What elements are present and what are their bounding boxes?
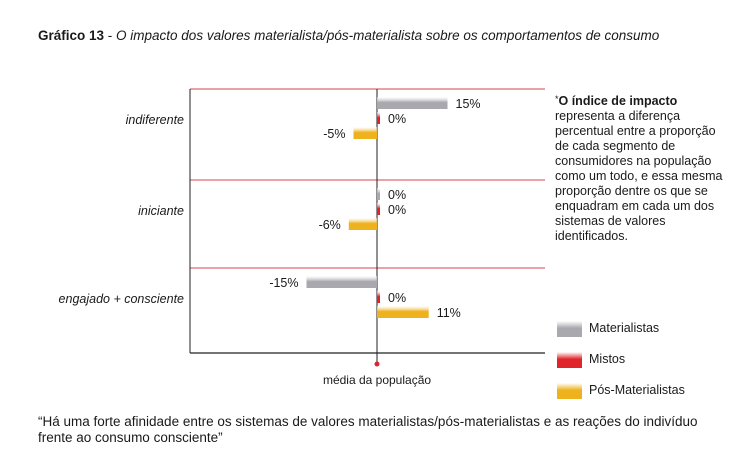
legend-label: Pós-Materialistas [589,383,685,397]
data-label: 0% [388,203,406,217]
chart-number: Gráfico 13 [38,28,105,43]
x-axis-label: média da população [323,373,431,387]
legend-swatch [557,352,582,368]
data-label: -6% [319,218,341,232]
category-label: iniciante [138,204,184,218]
data-label: 15% [456,97,481,111]
bar-p-s-materialistas [348,218,377,230]
bar-mistos [377,291,380,303]
bar-materialistas [377,97,448,109]
data-label: -5% [323,127,345,141]
data-label: -15% [269,276,298,290]
population-mean-marker [374,361,380,367]
highlight-quote: “Há uma forte afinidade entre os sistema… [38,414,698,445]
impact-index-note: *O índice de impacto representa a difere… [555,92,727,244]
data-label: 0% [388,112,406,126]
data-label: 11% [437,306,461,320]
bar-materialistas [306,276,377,288]
bar-mistos [377,203,380,215]
data-label: 0% [388,188,406,202]
category-label: indiferente [126,113,184,127]
legend-swatch [557,321,582,337]
note-text: representa a diferença percentual entre … [555,109,723,243]
bar-p-s-materialistas [353,127,377,139]
chart-subtitle: O impacto dos valores materialista/pós-m… [116,28,660,43]
category-label: engajado + consciente [59,292,184,306]
bar-mistos [377,112,380,124]
note-heading: O índice de impacto [558,94,678,108]
bar-materialistas [377,188,380,200]
bar-p-s-materialistas [377,306,429,318]
note-marker: * [555,94,559,104]
legend-swatch [557,383,582,399]
chart-title: Gráfico 13 - O impacto dos valores mater… [38,27,698,44]
legend-label: Mistos [589,352,626,366]
legend-label: Materialistas [589,321,660,335]
title-separator: - [104,28,117,43]
data-label: 0% [388,291,406,305]
